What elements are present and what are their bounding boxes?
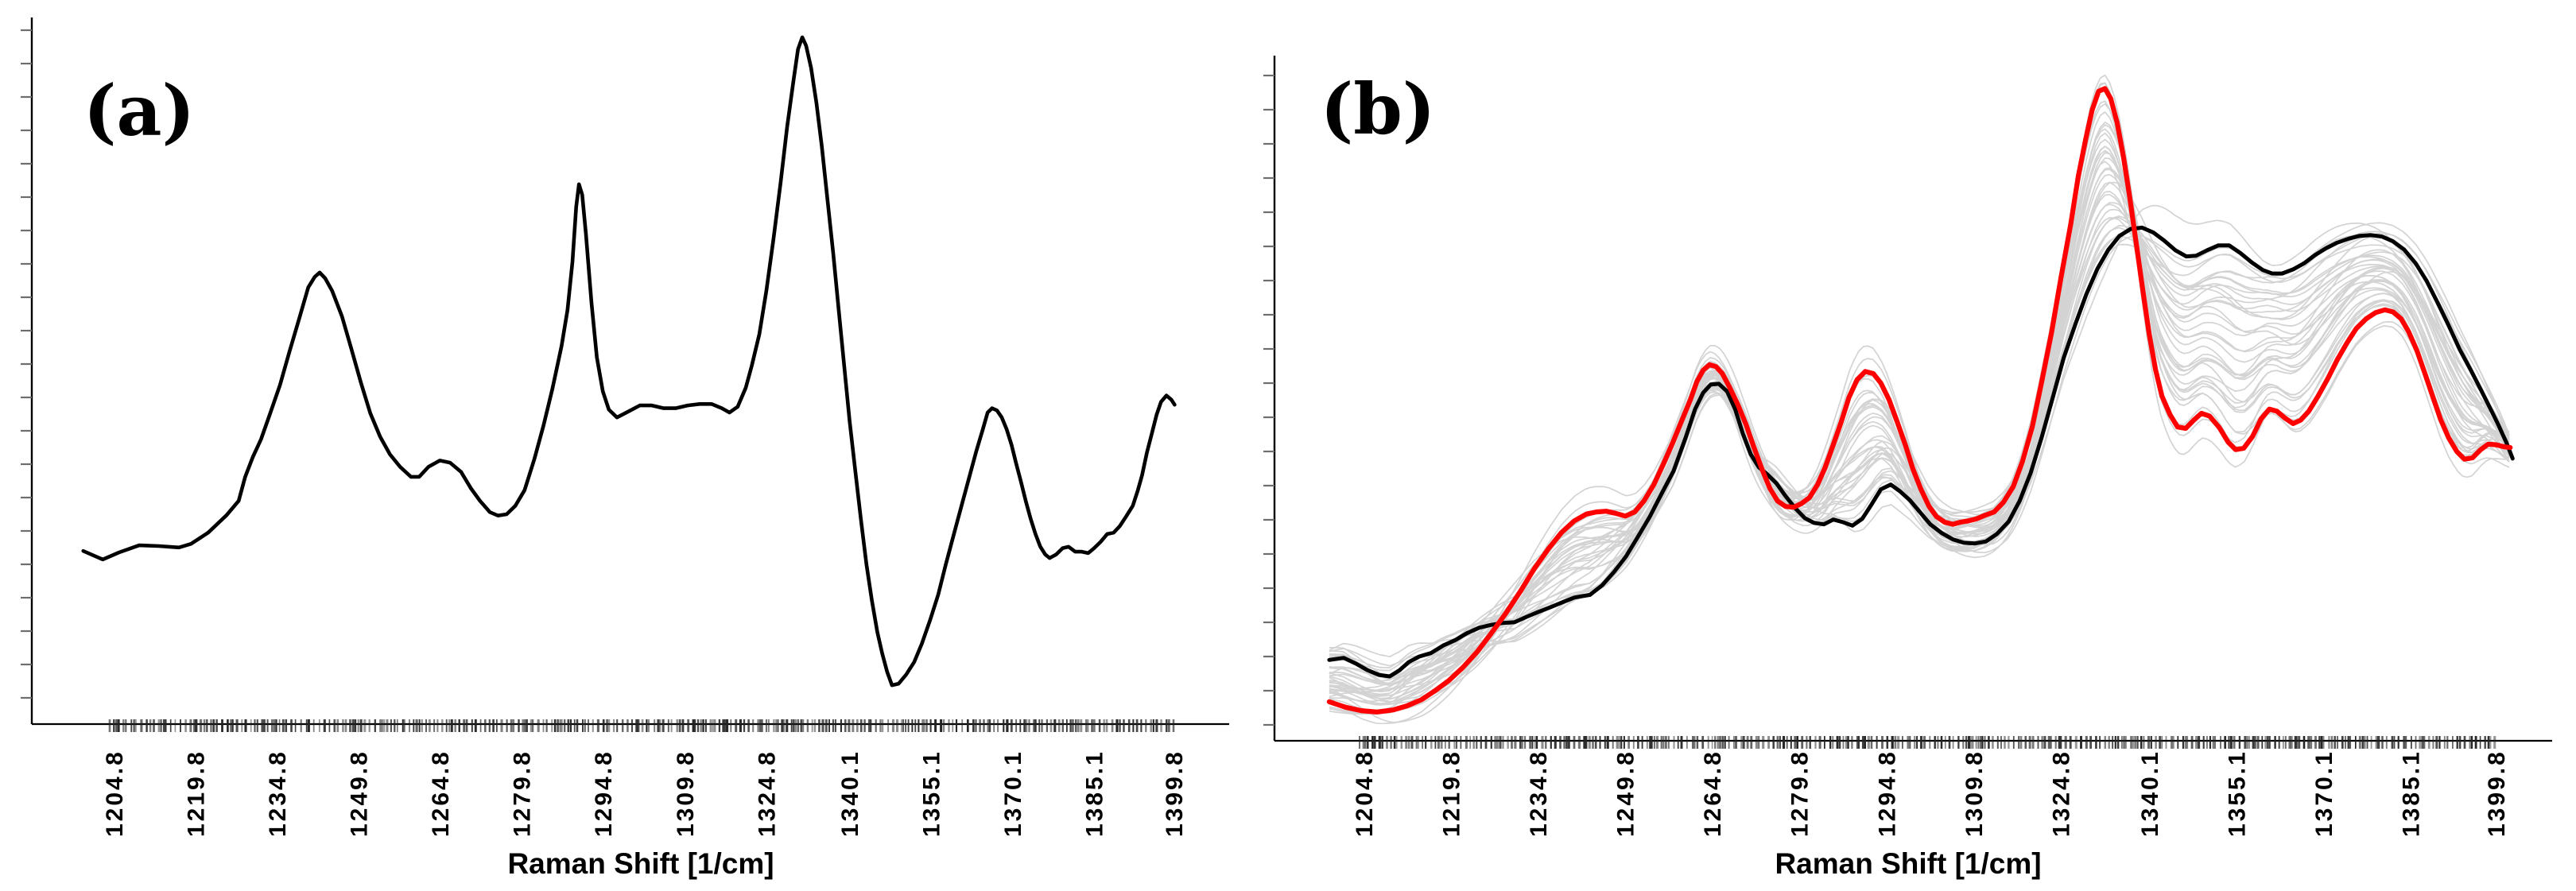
panel-b-plot: 1204.8 1219.8 1234.8 1249.8 1264.8 1279.8 1294… bbox=[1263, 56, 2552, 837]
x-tick-label: 1355.1 bbox=[919, 750, 945, 837]
x-tick-label: 1204.8 bbox=[1352, 750, 1378, 837]
x-tick-label: 1370.1 bbox=[2311, 750, 2337, 837]
ensemble-curve bbox=[1329, 152, 2510, 723]
ensemble-curve bbox=[1329, 215, 2510, 687]
mean-raman-spectrum-curve bbox=[81, 35, 1177, 688]
mean-spectrum-black-curve bbox=[1327, 225, 2515, 679]
x-tick-label: 1309.8 bbox=[673, 750, 699, 837]
ensemble-curve bbox=[1329, 204, 2510, 682]
ensemble-curve bbox=[1329, 145, 2510, 699]
x-tick-label: 1234.8 bbox=[265, 750, 291, 837]
x-tick-label: 1399.8 bbox=[1162, 750, 1188, 837]
panel-a: (a) 1204.8 1219.8 1234.8 1249.8 1264.8 1279.8… bbox=[21, 17, 1229, 880]
x-tick-label: 1264.8 bbox=[1700, 750, 1726, 837]
ensemble-curve bbox=[1329, 82, 2509, 705]
x-tick-label: 1279.8 bbox=[510, 750, 536, 837]
ensemble-curve bbox=[1329, 202, 2510, 678]
x-tick-label: 1399.8 bbox=[2484, 750, 2510, 837]
x-tick-label: 1219.8 bbox=[184, 750, 210, 837]
ensemble-curve bbox=[1329, 100, 2510, 725]
panel-b-label: (b) bbox=[1321, 68, 1436, 150]
x-tick-label: 1294.8 bbox=[1874, 750, 1900, 837]
ensemble-curve bbox=[1329, 74, 2510, 714]
x-tick-label: 1234.8 bbox=[1526, 750, 1552, 837]
x-tick-label: 1324.8 bbox=[2048, 750, 2074, 837]
x-tick-label: 1204.8 bbox=[102, 750, 128, 837]
x-tick-label: 1340.1 bbox=[837, 750, 863, 837]
x-tick-label: 1264.8 bbox=[428, 750, 454, 837]
x-tick-label: 1385.1 bbox=[2399, 750, 2425, 837]
x-tick-label: 1340.1 bbox=[2137, 750, 2163, 837]
ensemble-curve bbox=[1329, 217, 2510, 667]
x-tick-label: 1385.1 bbox=[1082, 750, 1108, 837]
x-tick-label: 1324.8 bbox=[754, 750, 780, 837]
highlighted-spectrum-red-curve bbox=[1326, 86, 2513, 715]
panel-a-label: (a) bbox=[83, 69, 195, 152]
x-tick-label: 1355.1 bbox=[2225, 750, 2251, 837]
panel-a-xaxis-title: Raman Shift [1/cm] bbox=[507, 847, 774, 880]
x-tick-label: 1249.8 bbox=[1613, 750, 1639, 837]
panel-a-plot: 1204.8 1219.8 1234.8 1249.8 1264.8 1279.8 1294… bbox=[21, 17, 1229, 837]
x-tick-label: 1309.8 bbox=[1961, 750, 1988, 837]
ensemble-curve bbox=[1329, 231, 2510, 668]
panel-b-xaxis-title: Raman Shift [1/cm] bbox=[1775, 847, 2041, 880]
ensemble-curve bbox=[1329, 169, 2510, 703]
x-tick-label: 1279.8 bbox=[1787, 750, 1814, 837]
x-tick-label: 1249.8 bbox=[347, 750, 373, 837]
ensemble-curve bbox=[1329, 124, 2510, 715]
x-tick-label: 1294.8 bbox=[591, 750, 617, 837]
x-tick-label: 1219.8 bbox=[1439, 750, 1465, 837]
panel-b: (b) 1204.8 1219.8 1234.8 1249.8 1264.8 1279.8… bbox=[1263, 56, 2552, 880]
x-tick-label: 1370.1 bbox=[1000, 750, 1026, 837]
